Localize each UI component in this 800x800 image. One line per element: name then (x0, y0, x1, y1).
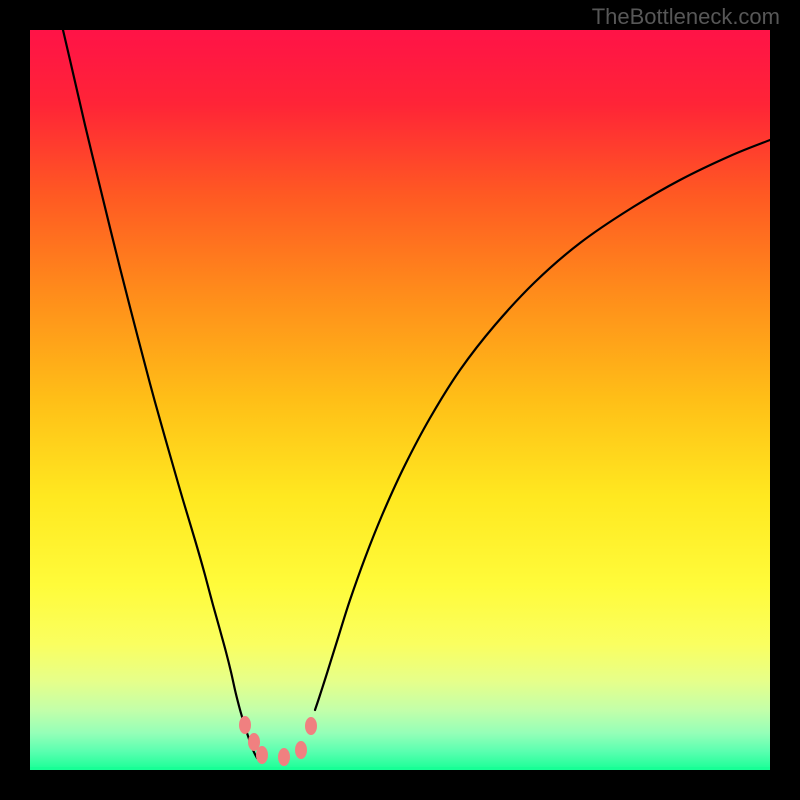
watermark-text: TheBottleneck.com (592, 4, 780, 30)
marker-dot (256, 746, 268, 764)
marker-dot (305, 717, 317, 735)
marker-dot (278, 748, 290, 766)
chart-background (30, 30, 770, 770)
marker-dot (239, 716, 251, 734)
chart-svg (30, 30, 770, 770)
marker-dot (295, 741, 307, 759)
chart-container (30, 30, 770, 770)
baseline (30, 767, 770, 770)
